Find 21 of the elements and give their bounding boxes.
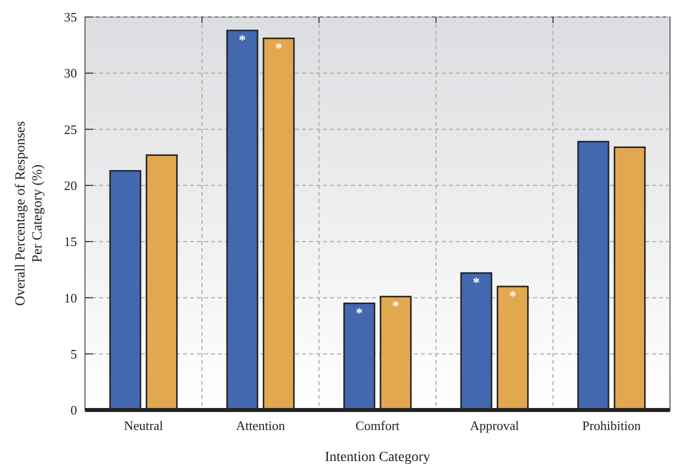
x-tick-label: Approval: [470, 418, 520, 433]
y-tick-label: 10: [64, 290, 77, 306]
data-label: *: [356, 306, 363, 322]
x-axis-title: Intention Category: [324, 450, 430, 465]
y-tick-label: 15: [64, 234, 77, 250]
y-tick-label: 25: [64, 122, 77, 137]
x-tick-label: Prohibition: [582, 418, 642, 433]
y-axis-title: Overall Percentage of Responses Per Category (%): [14, 121, 46, 306]
y-tick-label: 35: [64, 10, 77, 25]
data-label: *: [392, 300, 400, 315]
data-label: *: [509, 289, 516, 304]
y-tick-label: 30: [64, 66, 77, 81]
x-tick-label: Attention: [236, 418, 286, 433]
y-tick-label: 20: [64, 178, 77, 193]
data-label: *: [275, 41, 282, 56]
x-tick-label: Comfort: [355, 418, 400, 433]
x-tick-label: Neutral: [124, 418, 164, 433]
data-label: *: [238, 33, 246, 48]
data-label: *: [472, 276, 480, 292]
y-tick-label: 5: [70, 346, 77, 362]
y-tick-label: 0: [70, 402, 77, 418]
